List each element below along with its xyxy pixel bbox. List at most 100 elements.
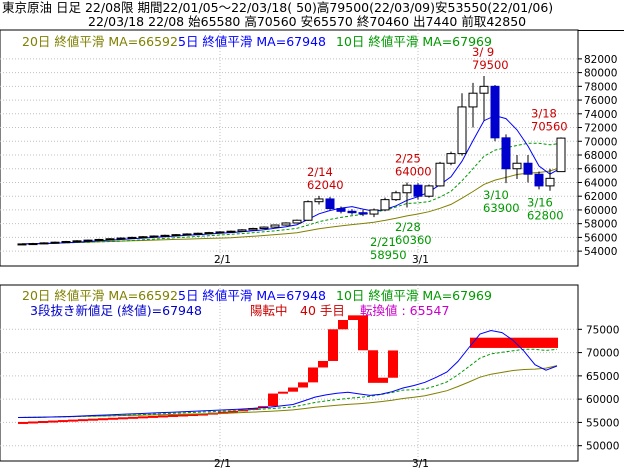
candle-up xyxy=(457,106,467,155)
candle-up xyxy=(435,162,445,187)
brick-up xyxy=(158,415,168,418)
candlestick-grid xyxy=(0,30,578,266)
x-tick-label: 2/1 xyxy=(214,458,231,470)
candle-down xyxy=(336,208,346,212)
y-tick-label: 54000 xyxy=(584,246,617,258)
candle-up xyxy=(248,227,258,231)
brick-up xyxy=(228,410,238,413)
brick-up xyxy=(288,387,298,392)
x-tick-label: 3/1 xyxy=(412,254,429,266)
candle-down xyxy=(413,184,423,197)
candle-up xyxy=(72,240,82,243)
brick-up xyxy=(38,421,48,424)
brick-up xyxy=(470,337,558,348)
annotation-price: 62040 xyxy=(307,178,344,192)
candle-up xyxy=(160,234,170,237)
annotation-price: 63900 xyxy=(483,201,520,215)
brick-up xyxy=(218,411,228,414)
new-price-grid xyxy=(0,285,578,461)
brick-up xyxy=(18,421,28,424)
y-tick-label: 60000 xyxy=(586,394,619,406)
new-price-y-axis: 50000 55000 60000 65000 70000 75000 xyxy=(578,324,619,453)
ma20-line xyxy=(17,365,558,418)
annotation-date: 3/16 xyxy=(527,196,553,210)
new-price-panel xyxy=(0,284,579,462)
candle-up xyxy=(127,236,137,239)
candle-up xyxy=(28,243,38,246)
legend-ma20-bottom: 20日 終値平滑 MA=66592 xyxy=(22,288,178,303)
candle-up xyxy=(94,238,104,241)
candle-up xyxy=(138,236,148,239)
brick-up xyxy=(148,415,158,418)
brick-down xyxy=(368,350,378,383)
candle-up xyxy=(512,162,522,170)
candle-up xyxy=(314,198,324,203)
brick-up xyxy=(88,418,98,421)
y-tick-label: 66000 xyxy=(584,164,617,176)
brick-up xyxy=(298,382,308,388)
brick-up xyxy=(258,406,268,409)
brick-up xyxy=(98,418,108,421)
legend-ma5-top: 5日 終値平滑 MA=67948 xyxy=(178,34,326,49)
info-new-price: 3段抜き新値足 (終値)=67948 xyxy=(30,303,202,318)
candle-down xyxy=(501,137,511,170)
candle-up xyxy=(17,243,27,246)
annotation-date: 3/ 9 xyxy=(472,45,494,59)
brick-up xyxy=(278,391,288,394)
header-line-2: 22/03/18 22/08 始65580 高70560 安65570 終704… xyxy=(88,14,527,29)
candle-up xyxy=(259,226,269,229)
candle-down xyxy=(358,212,368,215)
y-tick-label: 56000 xyxy=(584,232,617,244)
candle-up xyxy=(556,137,566,173)
brick-up xyxy=(388,350,398,378)
candle-up xyxy=(116,237,126,240)
candle-up xyxy=(303,201,313,221)
candle-up xyxy=(479,85,489,94)
candle-up xyxy=(281,222,291,226)
annotation-price: 70560 xyxy=(531,119,568,133)
candle-down xyxy=(523,162,533,175)
candlestick-x-axis: 2/1 3/1 xyxy=(214,254,429,266)
ma20-line xyxy=(21,166,562,245)
candle-up xyxy=(446,153,456,164)
new-price-moving-averages xyxy=(17,329,558,418)
candle-up xyxy=(468,92,478,108)
candle-up xyxy=(402,184,412,194)
brick-up xyxy=(108,417,118,420)
annotation-date: 3/18 xyxy=(531,106,557,120)
candle-up xyxy=(270,224,280,228)
brick-up xyxy=(338,320,348,330)
y-tick-label: 70000 xyxy=(584,136,617,148)
y-tick-label: 75000 xyxy=(586,324,619,336)
annotation-price: 60360 xyxy=(395,233,432,247)
candle-up xyxy=(83,239,93,242)
annotation-price: 79500 xyxy=(472,58,509,72)
brick-up xyxy=(168,414,178,417)
candle-up xyxy=(292,219,302,224)
annotation-date: 3/10 xyxy=(483,188,509,202)
y-tick-label: 65000 xyxy=(586,371,619,383)
candle-up xyxy=(215,231,225,234)
candle-up xyxy=(193,232,203,235)
legend-ma20-top: 20日 終値平滑 MA=66592 xyxy=(22,34,178,49)
brick-up xyxy=(188,414,198,417)
brick-up xyxy=(128,416,138,419)
candle-up xyxy=(204,232,214,235)
brick-up xyxy=(78,419,88,422)
ma10-line xyxy=(17,348,558,418)
legend-ma10-bottom: 10日 終値平滑 MA=67969 xyxy=(336,288,492,303)
legend-ma10-top: 10日 終値平滑 MA=67969 xyxy=(336,34,492,49)
candle-down xyxy=(325,198,335,210)
new-price-x-axis: 2/1 3/1 xyxy=(214,458,429,470)
brick-up xyxy=(308,367,318,383)
candle-up xyxy=(424,185,434,197)
candle-up xyxy=(61,241,71,244)
annotation-date: 2/28 xyxy=(395,220,421,234)
annotation-date: 2/25 xyxy=(395,151,421,165)
header-line-1: 東京原油 日足 22/08限 期間22/01/05～22/03/18( 50)高… xyxy=(2,0,554,15)
y-tick-label: 76000 xyxy=(584,95,617,107)
candle-up xyxy=(39,242,49,245)
candle-down xyxy=(534,173,544,187)
chart-header: 東京原油 日足 22/08限 期間22/01/05～22/03/18( 50)高… xyxy=(0,0,624,31)
candle-up xyxy=(226,230,236,233)
